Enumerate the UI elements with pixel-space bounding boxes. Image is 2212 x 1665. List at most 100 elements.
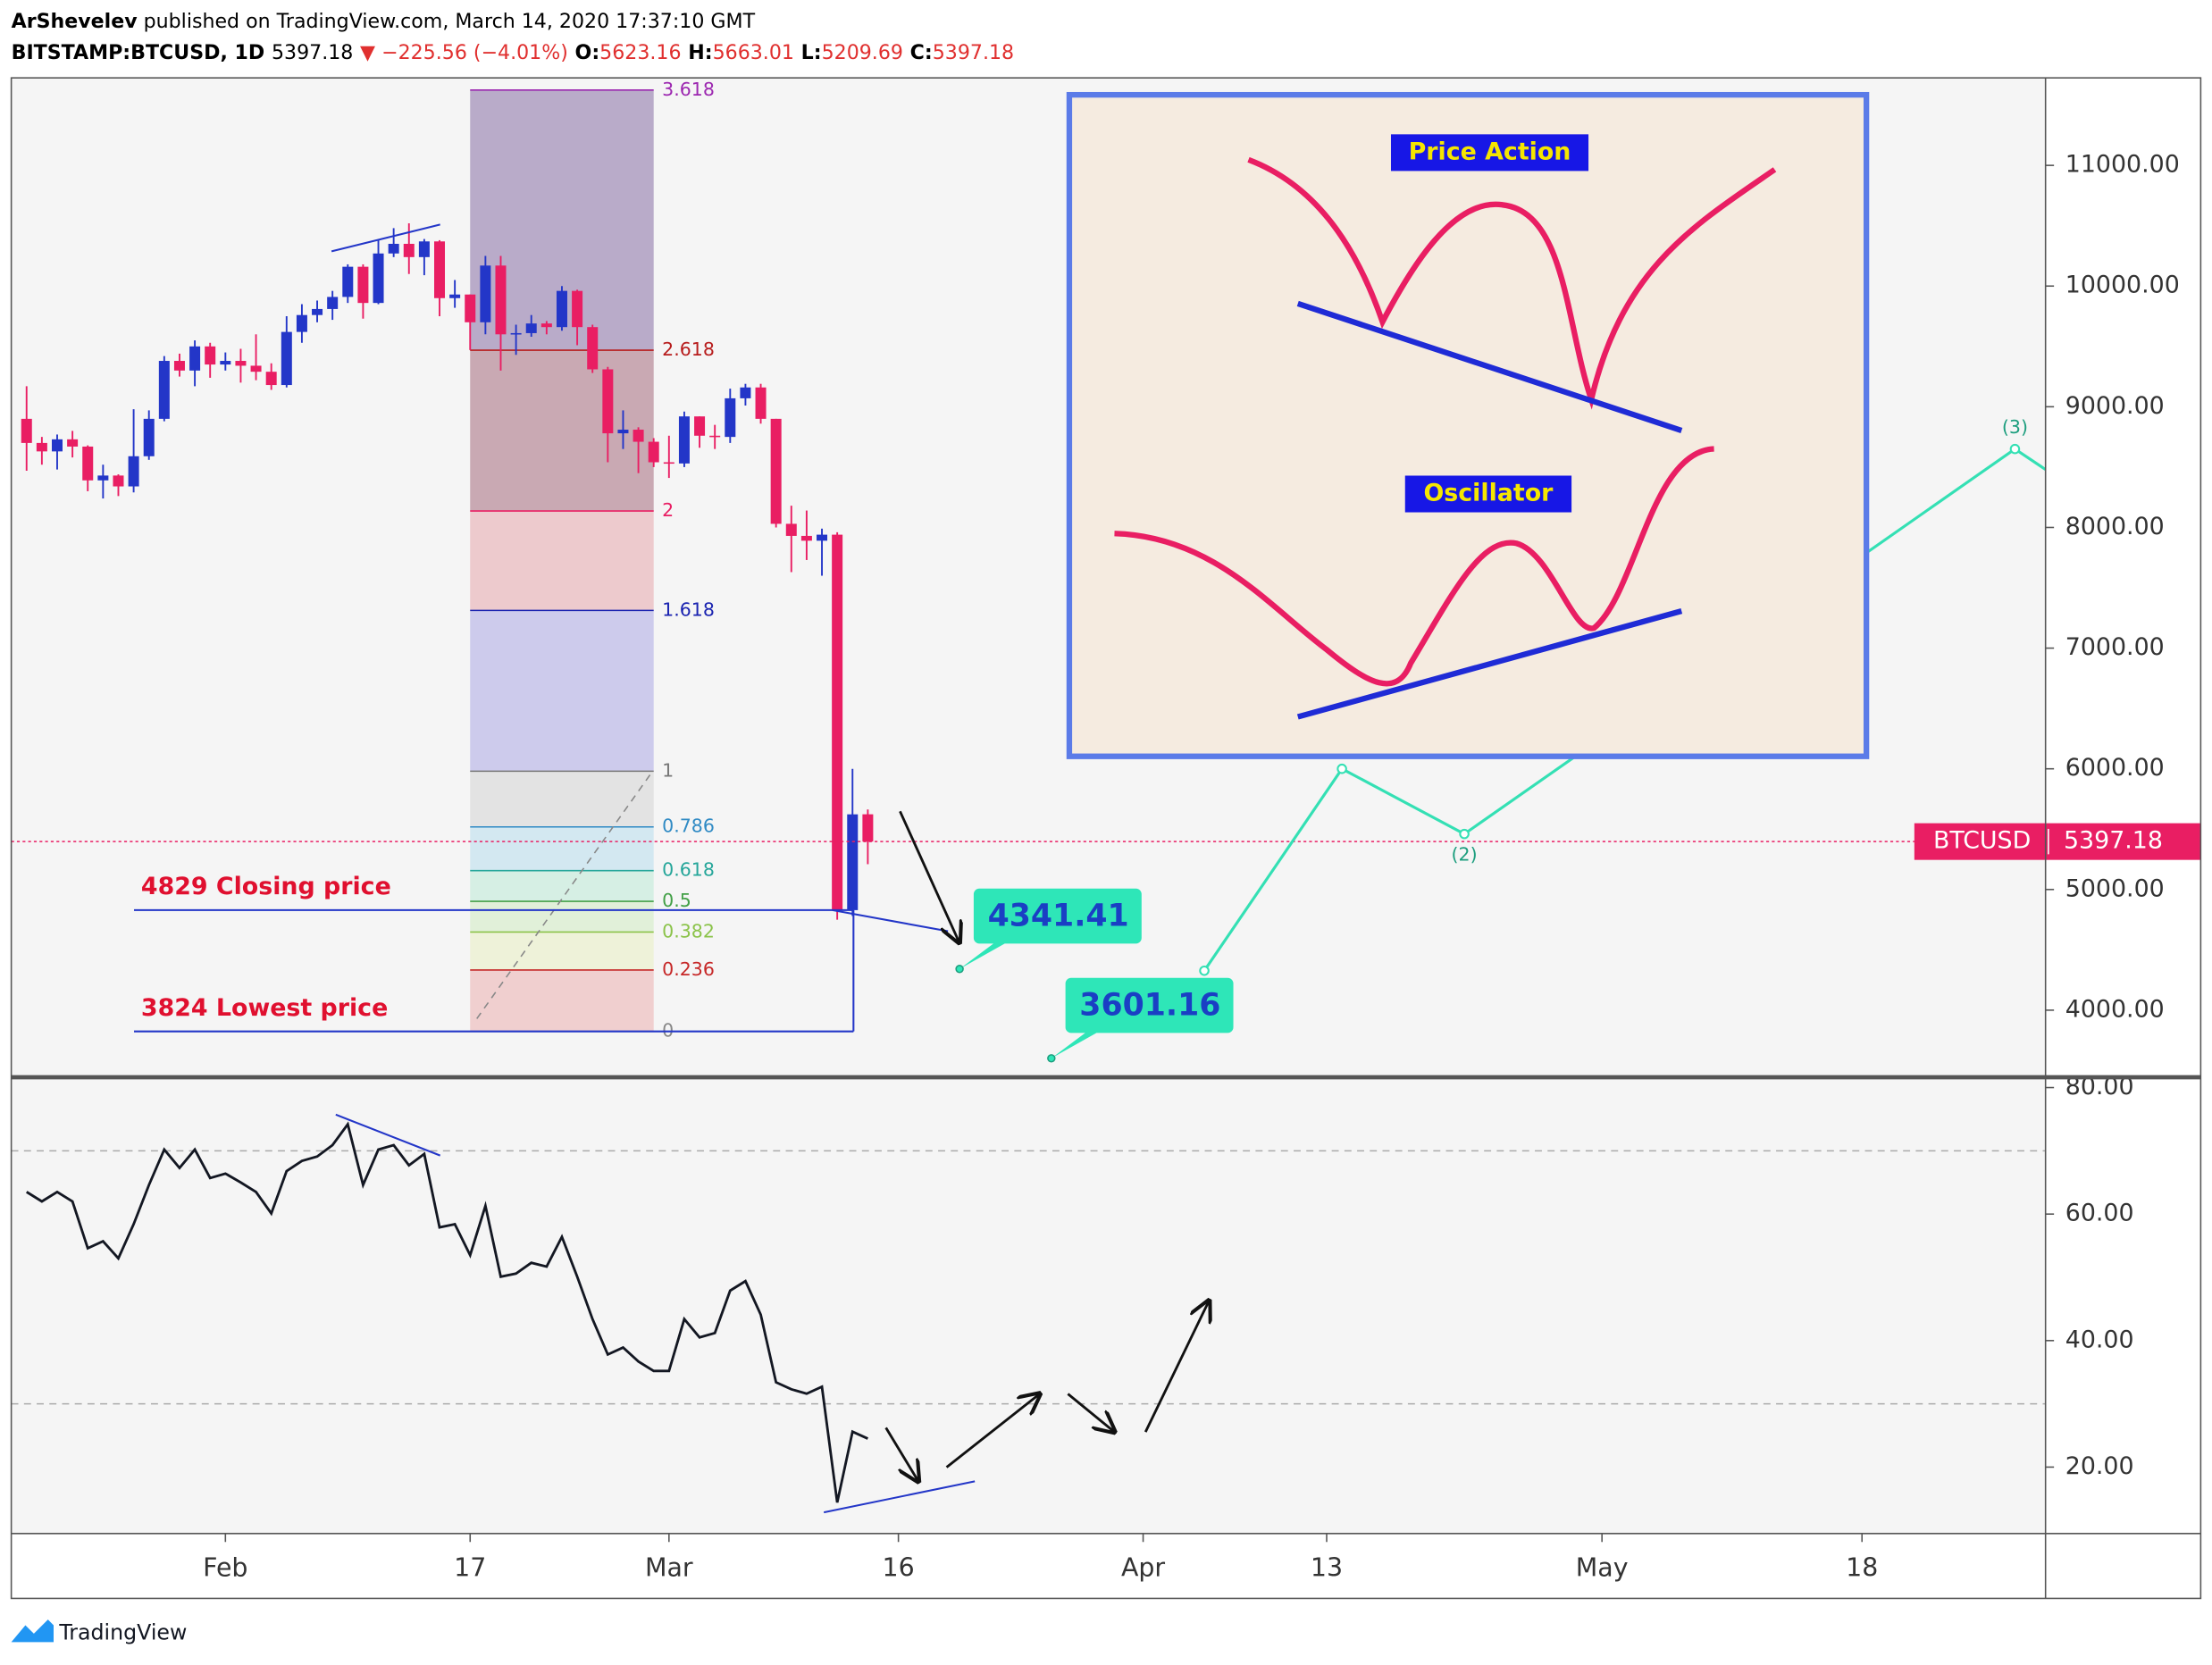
- fib-zone: [470, 826, 654, 871]
- candle-body: [694, 416, 706, 436]
- c-key: C:: [910, 40, 933, 63]
- inset-label: Price Action: [1409, 138, 1571, 165]
- symbol: BITSTAMP:BTCUSD, 1D: [12, 40, 265, 63]
- candle-body: [235, 361, 247, 366]
- candle-body: [342, 266, 354, 297]
- arrow: [1067, 1393, 1114, 1432]
- candle-body: [725, 397, 736, 438]
- candle-body: [327, 297, 339, 309]
- projection-point: [1336, 763, 1347, 774]
- trend-line: [823, 1480, 976, 1514]
- candle-body: [250, 365, 262, 372]
- frame: [10, 77, 2202, 1600]
- y-tick-label: 7000.00: [2065, 633, 2165, 661]
- candle-body: [373, 253, 384, 304]
- callout-point: [1047, 1054, 1056, 1063]
- x-tick-label: Mar: [645, 1552, 693, 1582]
- y-tick-label: 60.00: [2065, 1200, 2134, 1227]
- fib-zone: [470, 969, 654, 1032]
- arrow: [1144, 1301, 1209, 1433]
- x-tick-label: 17: [454, 1552, 486, 1582]
- fib-label: 0.618: [662, 859, 715, 881]
- candle-body: [205, 346, 216, 365]
- osc-curve: [1114, 446, 1714, 687]
- candle-body: [709, 435, 721, 438]
- x-tick-label: Apr: [1121, 1552, 1165, 1582]
- candle-body: [800, 535, 812, 541]
- candle-body: [587, 327, 599, 370]
- c-val: 5397.18: [933, 40, 1014, 63]
- o-val: 5623.16: [599, 40, 681, 63]
- inset: Price Action Oscillator: [1066, 91, 1870, 759]
- fib-zone: [470, 932, 654, 970]
- candle-body: [847, 814, 859, 910]
- candle-body: [36, 442, 47, 452]
- y-tick-label: 8000.00: [2065, 513, 2165, 540]
- publish-line: ArShevelev published on TradingView.com,…: [12, 10, 756, 33]
- candle-body: [602, 369, 614, 434]
- candle-body: [556, 290, 567, 328]
- fib-label: 0.382: [662, 920, 715, 941]
- label-box: [1404, 475, 1572, 513]
- candle-body: [97, 475, 109, 481]
- x-tick-label: Feb: [203, 1552, 247, 1582]
- candle-body: [220, 361, 231, 365]
- candle-body: [21, 418, 32, 443]
- price-tag-name: BTCUSD: [1933, 827, 2031, 855]
- published: published on TradingView.com, March 14, …: [144, 10, 756, 33]
- fib-label: 1.618: [662, 598, 715, 620]
- inset-label: Oscillator: [1424, 480, 1554, 507]
- candle-body: [633, 430, 644, 442]
- callout-text: 4341.41: [988, 898, 1129, 933]
- y-tick-label: 5000.00: [2065, 874, 2165, 902]
- candle-body: [434, 241, 446, 298]
- fib-zone: [470, 511, 654, 611]
- fib-zone: [470, 901, 654, 933]
- candle-body: [265, 372, 277, 386]
- candle-body: [113, 475, 124, 487]
- candle-body: [663, 462, 674, 464]
- candle-body: [480, 265, 491, 322]
- price-tag: [1914, 823, 2201, 860]
- symbol-line: BITSTAMP:BTCUSD, 1D 5397.18 ▼ −225.56 (−…: [12, 40, 1014, 63]
- candle-body: [158, 361, 170, 419]
- price-tag-value: 5397.18: [2064, 827, 2163, 855]
- projection-label: (3): [2002, 416, 2028, 438]
- inset-box: [1066, 91, 1870, 759]
- candle-body: [281, 331, 292, 386]
- logo: [11, 1619, 54, 1643]
- y-tick-label: 4000.00: [2065, 995, 2165, 1023]
- fib-zone: [470, 870, 654, 902]
- candle-body: [403, 243, 415, 257]
- callout-box: [1051, 977, 1234, 1058]
- x-tick-label: May: [1576, 1552, 1629, 1582]
- candle-body: [388, 243, 399, 254]
- h-key: H:: [688, 40, 712, 63]
- author: ArShevelev: [12, 10, 138, 33]
- osc-trend: [1296, 608, 1683, 720]
- candle-body: [770, 418, 782, 524]
- projection-point: [1459, 828, 1470, 840]
- fib-zone: [470, 771, 654, 827]
- trend-line: [335, 1113, 441, 1157]
- candle-body: [465, 294, 476, 322]
- fib-label: 2.618: [662, 339, 715, 360]
- candle-body: [67, 439, 79, 447]
- candle-body: [51, 439, 63, 452]
- oscillator-line: [26, 1121, 868, 1503]
- x-tick-label: 13: [1311, 1552, 1343, 1582]
- label-box: [1390, 134, 1589, 172]
- candle-body: [648, 441, 659, 463]
- fib-label: 1: [662, 759, 674, 781]
- h-val: 5663.01: [713, 40, 794, 63]
- candle-body: [617, 430, 629, 434]
- candle-body: [82, 446, 94, 481]
- arrow: [884, 1427, 918, 1481]
- last: 5397.18: [272, 40, 353, 63]
- callout-box: [959, 888, 1142, 969]
- candle-body: [189, 346, 201, 371]
- l-key: L:: [801, 40, 822, 63]
- callout-text: 3601.16: [1079, 987, 1220, 1023]
- annotation-text: 3824 Lowest price: [141, 994, 388, 1022]
- y-tick-label: 6000.00: [2065, 754, 2165, 782]
